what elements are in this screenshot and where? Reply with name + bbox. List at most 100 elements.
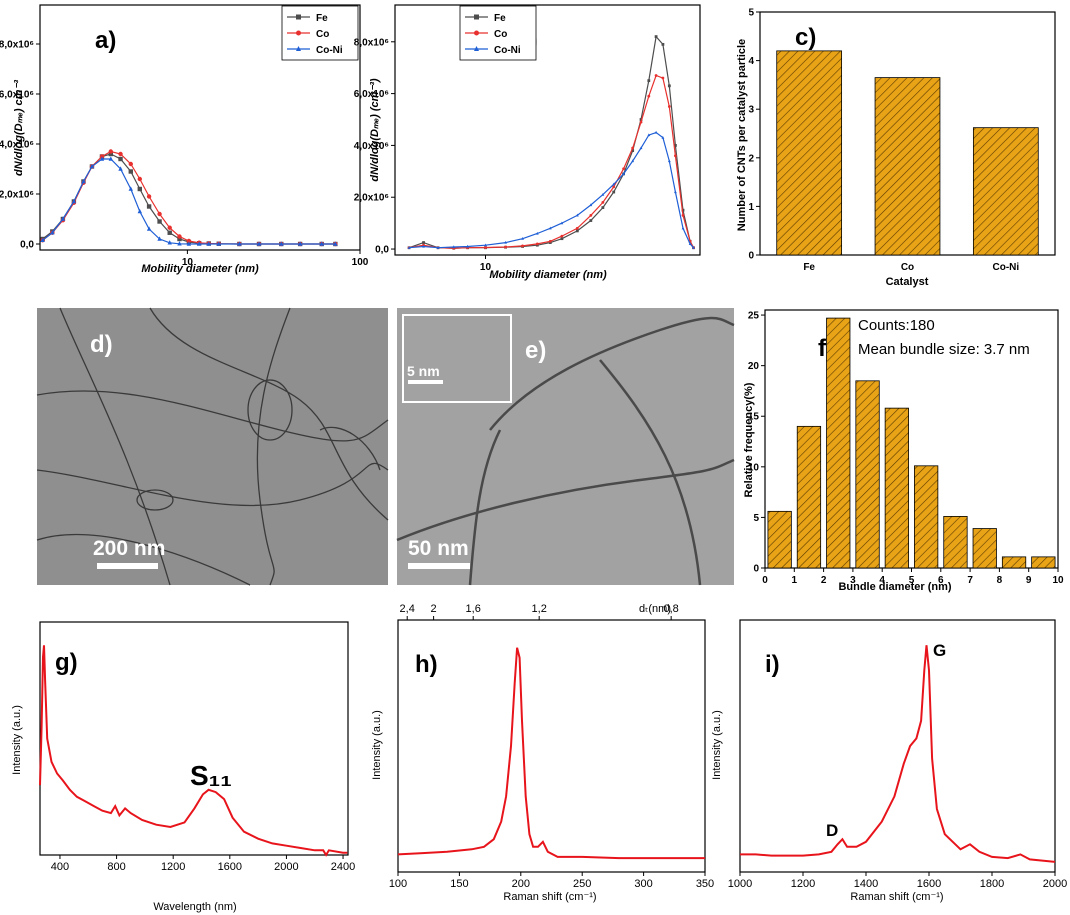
tube <box>599 359 702 586</box>
marker <box>157 211 162 217</box>
tem-image-e: 5 nm 50 nm e) <box>396 308 735 586</box>
x-tick-label: 300 <box>634 878 652 890</box>
marker <box>575 226 579 230</box>
marker <box>216 241 221 246</box>
marker <box>601 206 605 209</box>
marker <box>167 225 172 230</box>
y-tick-label: 0,0 <box>20 240 34 251</box>
marker <box>654 74 658 77</box>
y-tick-label: 10 <box>748 462 760 473</box>
panel-label: d) <box>90 331 113 358</box>
marker <box>128 169 133 174</box>
x2-axis-label: dₜ(nm) <box>639 603 671 615</box>
x-tick-label: 350 <box>696 878 714 890</box>
x-tick-label: 2 <box>821 575 827 586</box>
legend-label: Fe <box>316 13 328 24</box>
marker <box>186 241 192 246</box>
legend-marker <box>296 14 301 20</box>
marker <box>333 241 338 246</box>
marker <box>681 208 685 212</box>
marker <box>681 213 685 217</box>
scale-bar <box>408 563 470 569</box>
marker <box>647 133 651 137</box>
marker <box>560 221 564 225</box>
marker <box>118 166 123 171</box>
data-line <box>42 150 336 245</box>
legend-marker <box>296 30 301 36</box>
x-axis-label: Mobility diameter (nm) <box>141 263 259 275</box>
scale-bar-label: 50 nm <box>408 537 469 560</box>
histogram-bar <box>943 516 968 569</box>
tube-loop <box>136 489 174 511</box>
marker <box>89 163 95 169</box>
bar <box>972 127 1039 256</box>
marker <box>631 146 635 150</box>
tube <box>468 429 502 586</box>
chart-panel: 0,0 2,0x10⁶ 4,0x10⁶ 6,0x10⁶ 8,0x10⁶ 10 100 Mobi… <box>0 4 369 275</box>
marker <box>560 237 564 241</box>
marker <box>622 167 625 171</box>
y-tick-label: 5 <box>753 513 759 524</box>
data-line <box>39 645 348 857</box>
marker <box>688 242 692 245</box>
x-tick-label: 10 <box>480 262 492 273</box>
marker <box>612 190 616 194</box>
marker <box>466 244 469 248</box>
data-line <box>408 35 695 249</box>
plot-frame <box>739 619 1056 873</box>
x-tick-label: 2000 <box>1043 878 1067 890</box>
tem-image-d: 200 nm d) <box>36 307 389 586</box>
legend-label: Co <box>316 29 329 40</box>
marker <box>612 185 616 189</box>
y-tick-label: 0,0 <box>375 245 389 256</box>
x-tick-label: 9 <box>1026 575 1032 586</box>
image-background <box>37 308 388 585</box>
marker <box>108 151 114 157</box>
marker <box>692 246 695 249</box>
y-tick-label: 1 <box>748 202 754 213</box>
marker <box>667 84 671 88</box>
y-tick-label: 8,0x10⁶ <box>0 40 34 51</box>
x-tick-label: 0 <box>762 575 768 586</box>
bar <box>874 77 941 256</box>
x-tick-label: 3 <box>850 575 856 586</box>
y-tick-label: 2,0x10⁶ <box>0 190 34 201</box>
marker <box>407 246 411 249</box>
x-tick-label: 100 <box>389 878 407 890</box>
marker <box>647 79 651 83</box>
marker <box>661 135 665 139</box>
marker <box>137 186 142 192</box>
plot-frame <box>394 4 701 256</box>
marker <box>81 178 86 184</box>
marker <box>422 244 425 248</box>
x-tick-label: 1000 <box>728 878 752 890</box>
marker <box>452 245 456 249</box>
histogram-bar <box>914 465 939 569</box>
marker <box>504 240 507 244</box>
marker <box>157 236 162 241</box>
marker <box>521 244 524 248</box>
y-axis-label: Relative frequency(%) <box>743 382 755 497</box>
marker <box>137 176 142 182</box>
marker <box>612 182 616 186</box>
scale-bar <box>97 563 158 569</box>
x-axis-label: Bundle diameter (nm) <box>838 581 951 593</box>
x2-tick-label: 1,2 <box>532 603 547 615</box>
x-tick-label: 1200 <box>161 861 185 873</box>
y-axis-label: Number of CNTs per catalyst particle <box>736 39 748 231</box>
annotation: S₁₁ <box>190 760 232 791</box>
annotation: G <box>933 641 946 660</box>
y-tick-label: 4 <box>748 56 754 67</box>
marker <box>589 213 593 217</box>
marker <box>674 154 677 158</box>
marker <box>548 239 552 243</box>
tube <box>319 426 381 471</box>
y-tick-label: 6,0x10⁶ <box>0 90 34 101</box>
x-tick-label: 8 <box>997 575 1003 586</box>
y-axis-label: Intensity (a.u.) <box>11 705 23 775</box>
y-tick-label: 2 <box>748 153 754 164</box>
marker <box>237 241 242 246</box>
x2-tick-label: 2 <box>431 603 437 615</box>
marker <box>177 236 182 242</box>
